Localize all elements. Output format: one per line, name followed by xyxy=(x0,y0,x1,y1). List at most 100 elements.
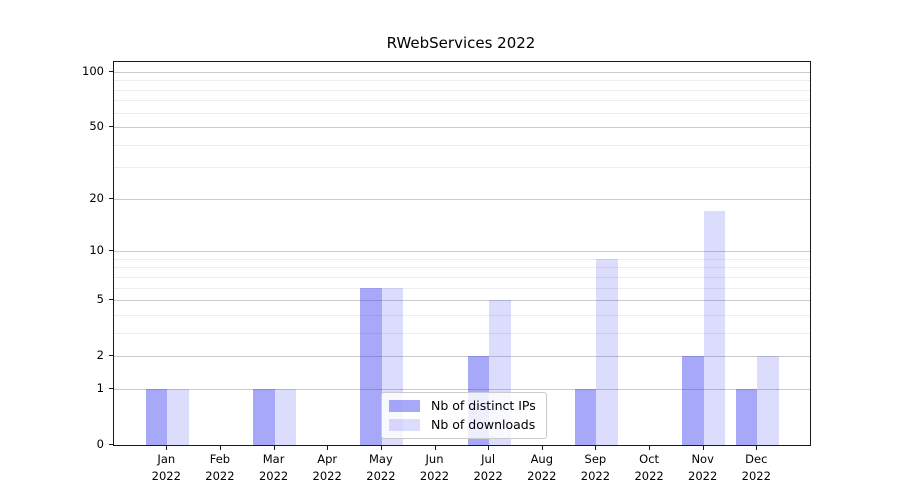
x-tick-label-line: 2022 xyxy=(205,468,235,483)
gridline-major-100 xyxy=(114,71,810,73)
x-tick-label-line: 2022 xyxy=(151,468,181,483)
y-tick-label-2: 2 xyxy=(96,348,104,363)
legend-label-ips: Nb of distinct IPs xyxy=(431,398,536,413)
bar-ips-mar xyxy=(253,389,275,445)
bar-ips-jan xyxy=(145,389,168,445)
x-tick-label-line: 2022 xyxy=(634,468,664,483)
y-tick-label-100: 100 xyxy=(82,63,104,78)
x-tick-label-line: Jan xyxy=(157,452,176,466)
gridline-major-50 xyxy=(114,127,810,129)
bar-ips-dec xyxy=(735,389,758,445)
x-tick-label-line: 2022 xyxy=(258,468,289,483)
x-tick-label-line: 2022 xyxy=(312,468,342,483)
chart-title: RWebServices 2022 xyxy=(386,34,536,52)
x-tick-label-line: 2022 xyxy=(527,468,557,483)
legend: Nb of distinct IPs Nb of downloads xyxy=(381,392,547,439)
bar-downloads-nov xyxy=(703,211,726,445)
bar-ips-sep xyxy=(574,389,597,445)
gridline-minor-8 xyxy=(114,267,810,269)
x-tick-label-jul: Jul 2022 xyxy=(448,451,528,484)
bar-ips-nov xyxy=(682,356,704,445)
gridline-major-2 xyxy=(114,356,810,358)
y-tick-label-0: 0 xyxy=(96,437,104,451)
gridline-minor-30 xyxy=(114,167,810,169)
x-axis-tick-oct xyxy=(649,446,651,450)
gridline-minor-40 xyxy=(114,144,810,146)
x-tick-label-nov: Nov 2022 xyxy=(663,451,743,484)
x-tick-label-line: Dec xyxy=(745,452,768,466)
x-axis-tick-feb xyxy=(219,446,221,450)
x-axis-tick-jul xyxy=(488,446,490,450)
x-tick-label-line: Feb xyxy=(209,452,231,466)
x-axis-tick-apr xyxy=(327,446,329,450)
x-tick-label-aug: Aug 2022 xyxy=(502,451,582,484)
y-axis-tick-100 xyxy=(109,70,113,72)
x-tick-label-dec: Dec 2022 xyxy=(716,451,796,484)
x-tick-label-line: Oct xyxy=(639,452,660,466)
x-axis-tick-mar xyxy=(273,446,275,450)
x-axis-tick-may xyxy=(380,446,382,450)
x-tick-label-line: 2022 xyxy=(366,468,396,483)
x-tick-label-line: Jun xyxy=(425,452,444,466)
legend-swatch-downloads xyxy=(389,419,420,431)
y-tick-label-20: 20 xyxy=(89,190,104,205)
x-tick-label-apr: Apr 2022 xyxy=(287,451,367,484)
gridline-minor-6 xyxy=(114,287,810,289)
x-tick-label-line: Sep xyxy=(584,452,607,466)
gridline-minor-3 xyxy=(114,332,810,334)
legend-label-downloads: Nb of downloads xyxy=(431,417,536,432)
gridline-minor-7 xyxy=(114,276,810,278)
x-tick-label-line: Mar xyxy=(262,452,285,466)
gridline-minor-4 xyxy=(114,314,810,316)
x-axis-tick-aug xyxy=(541,446,543,450)
x-tick-label-line: 2022 xyxy=(741,468,771,483)
bar-downloads-mar xyxy=(274,389,297,445)
gridline-major-20 xyxy=(114,198,810,200)
y-axis-tick-1 xyxy=(109,388,113,389)
gridline-major-5 xyxy=(114,300,810,302)
x-axis-tick-nov xyxy=(702,446,704,450)
gridline-minor-60 xyxy=(114,112,810,114)
x-axis-tick-dec xyxy=(756,446,758,450)
y-axis-tick-2 xyxy=(109,355,113,357)
gridline-major-10 xyxy=(114,251,810,253)
x-axis-tick-jun xyxy=(434,446,436,450)
x-tick-label-jan: Jan 2022 xyxy=(126,451,206,484)
bar-downloads-jan xyxy=(167,389,189,445)
legend-entry-nb-of-distinct-ips: Nb of distinct IPs xyxy=(389,399,536,413)
x-tick-label-line: May xyxy=(369,452,393,466)
x-tick-label-mar: Mar 2022 xyxy=(234,451,314,484)
x-tick-label-line: 2022 xyxy=(473,468,503,483)
bar-downloads-sep xyxy=(596,258,618,445)
y-tick-label-5: 5 xyxy=(96,292,104,307)
y-axis-tick-0 xyxy=(109,444,113,445)
gridline-minor-90 xyxy=(114,80,810,82)
x-tick-label-oct: Oct 2022 xyxy=(609,451,689,484)
x-tick-label-line: Jul xyxy=(481,452,496,466)
y-axis-tick-20 xyxy=(109,197,113,199)
x-axis-tick-jan xyxy=(166,446,168,450)
gridline-minor-80 xyxy=(114,89,810,91)
gridline-major-1 xyxy=(114,389,810,390)
x-axis-tick-sep xyxy=(595,446,597,450)
x-tick-label-line: Apr xyxy=(317,452,338,466)
x-tick-label-line: 2022 xyxy=(580,468,611,483)
bar-ips-may xyxy=(360,287,382,445)
x-tick-label-may: May 2022 xyxy=(341,451,421,484)
x-tick-label-line: 2022 xyxy=(688,468,718,483)
x-tick-label-line: 2022 xyxy=(419,468,450,483)
gridline-minor-70 xyxy=(114,100,810,102)
y-tick-label-50: 50 xyxy=(89,119,104,134)
bar-downloads-dec xyxy=(757,356,779,445)
y-axis-tick-5 xyxy=(109,299,113,301)
gridline-minor-9 xyxy=(114,258,810,260)
y-tick-label-1: 1 xyxy=(96,381,104,395)
x-tick-label-line: Nov xyxy=(691,452,714,466)
legend-entry-nb-of-downloads: Nb of downloads xyxy=(389,418,536,432)
y-tick-label-10: 10 xyxy=(89,243,104,258)
y-axis-tick-10 xyxy=(109,250,113,252)
x-tick-label-line: Aug xyxy=(530,452,554,466)
plot-area: Nb of distinct IPs Nb of downloads xyxy=(113,61,811,446)
x-tick-label-sep: Sep 2022 xyxy=(555,451,635,484)
